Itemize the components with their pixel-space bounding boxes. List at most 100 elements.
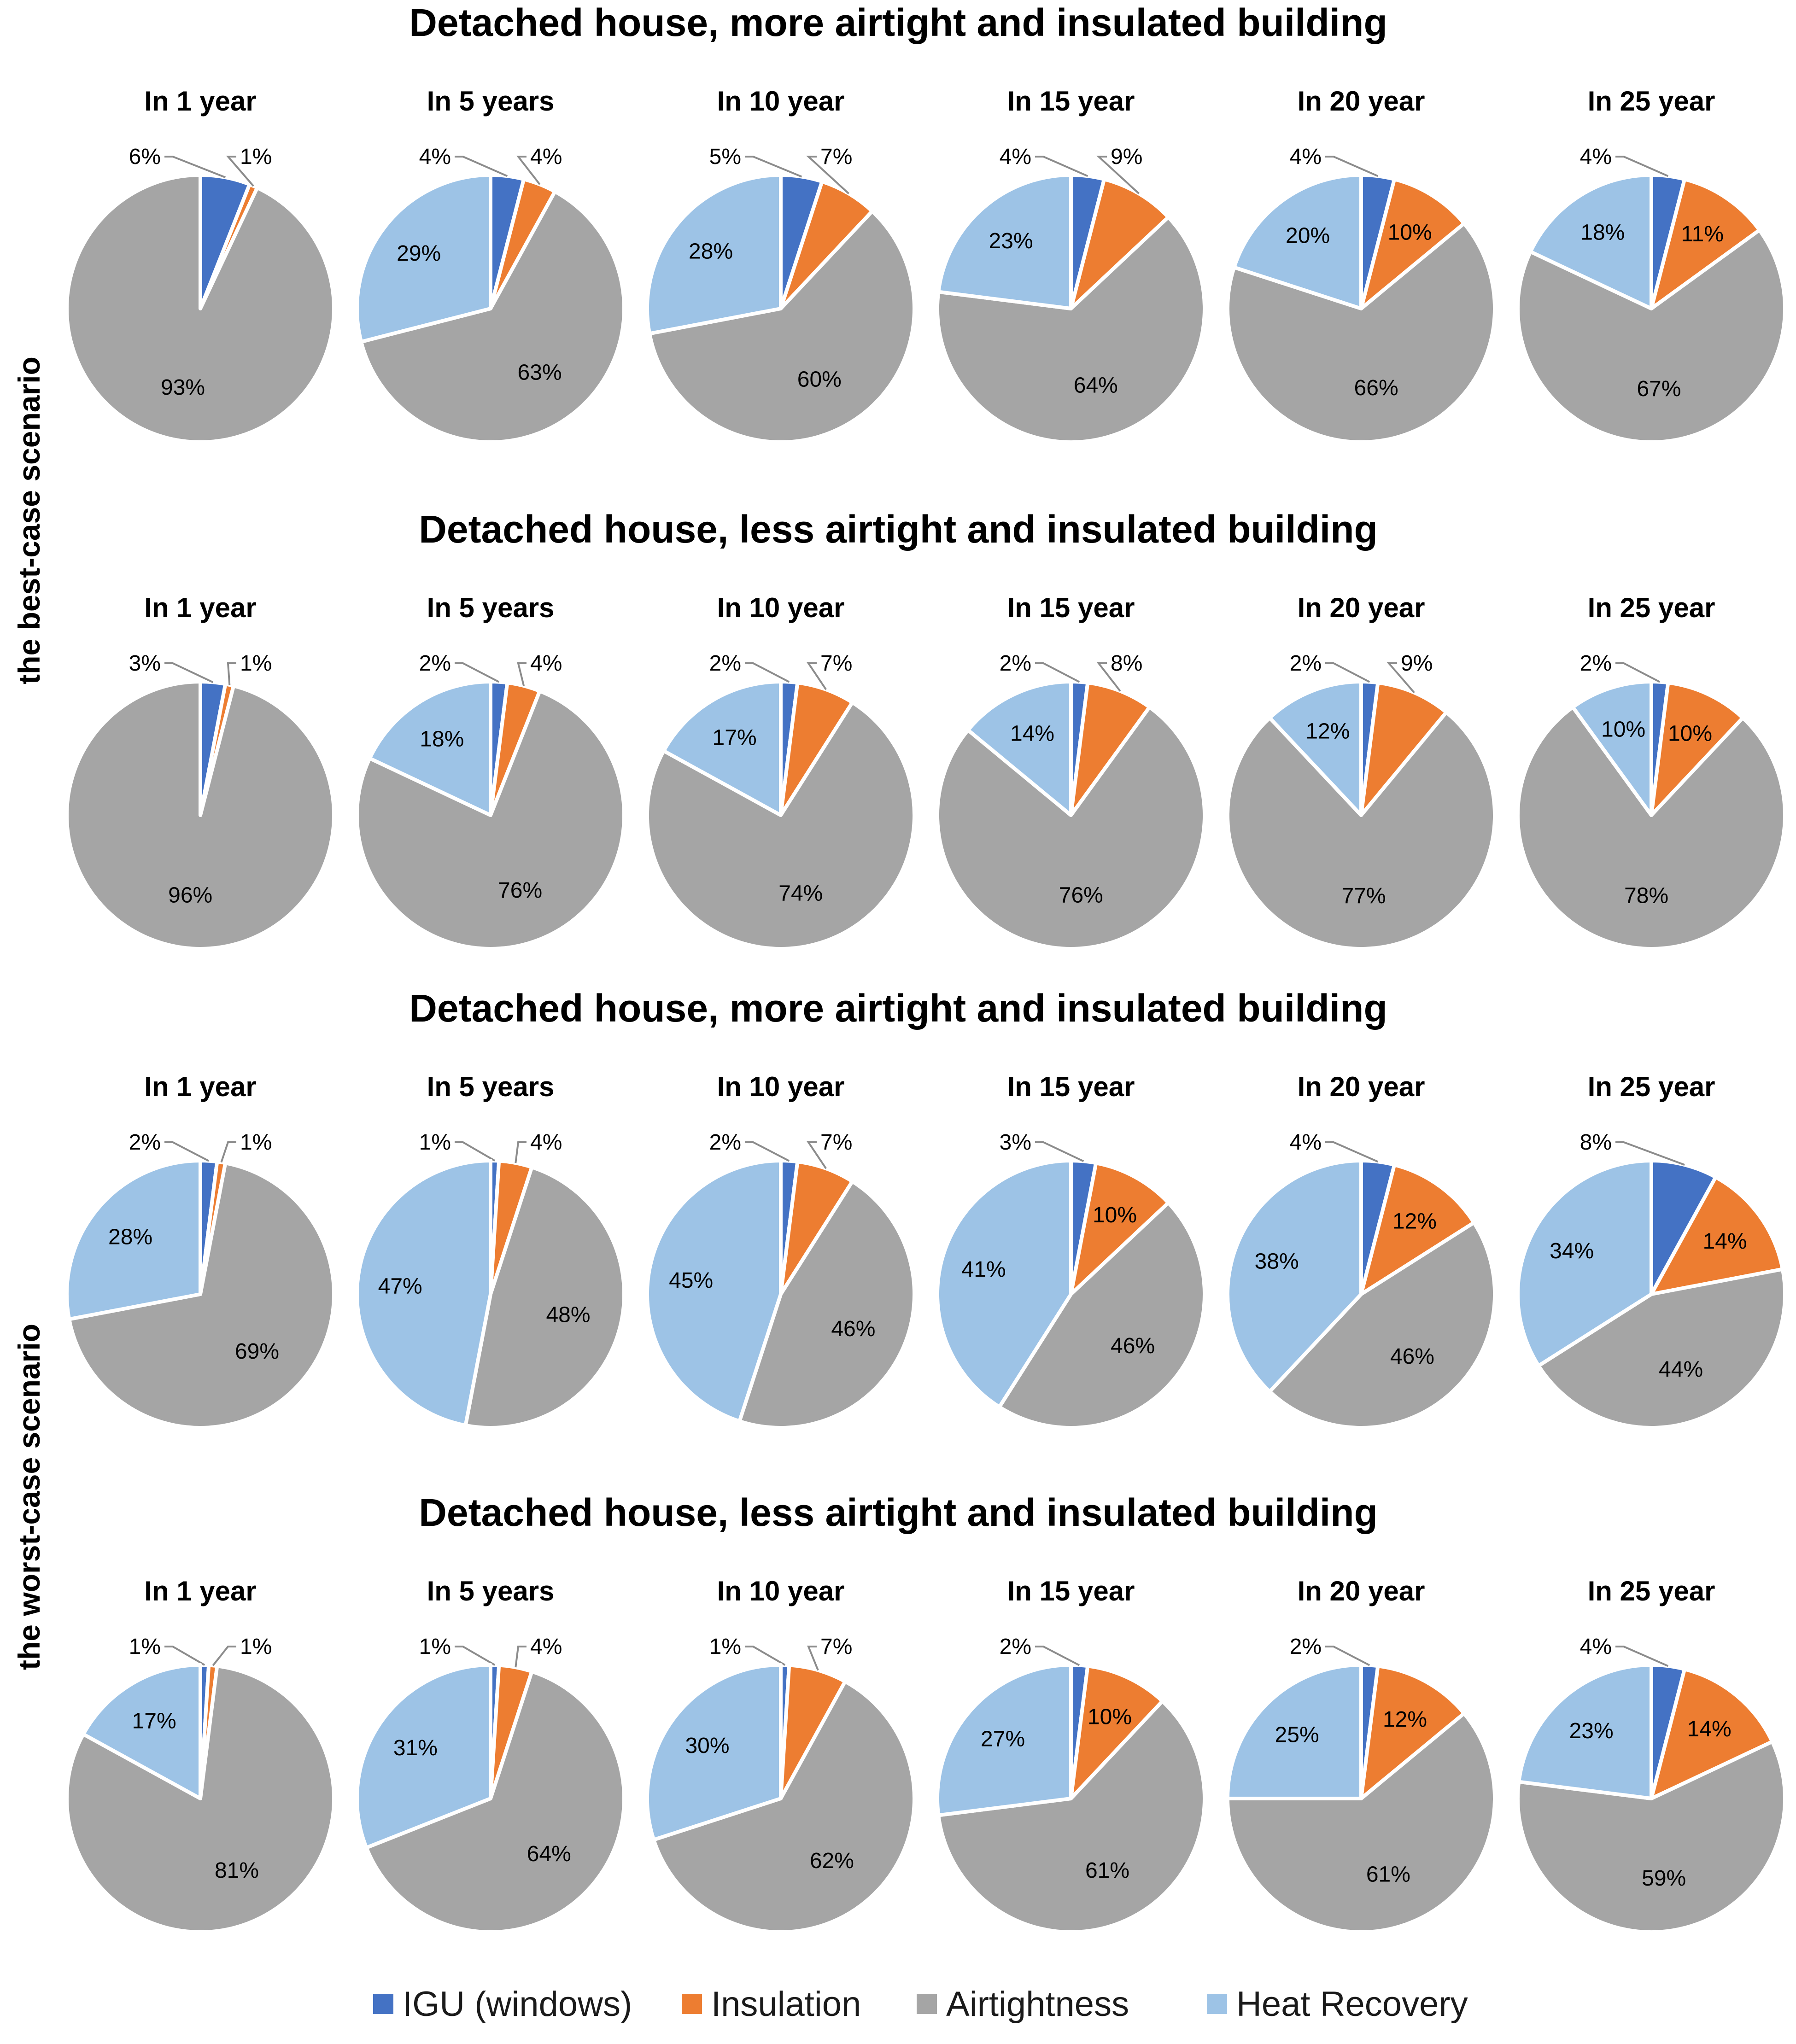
legend-label: Airtightness (946, 1985, 1129, 2024)
pie-subtitle: In 20 year (1298, 1071, 1425, 1102)
pie-subtitle: In 25 year (1588, 1071, 1715, 1102)
pie-slice-insulation (1650, 1667, 1774, 1800)
pie-slice-airtightness (936, 215, 1206, 444)
pie-subtitle: In 1 year (144, 1071, 257, 1102)
slice-value-label: 48% (546, 1302, 590, 1327)
leader-line (226, 156, 254, 187)
pie-slice-heat-recovery (661, 680, 783, 817)
slice-value-label: 96% (168, 883, 212, 908)
slice-value-label: 7% (820, 651, 852, 676)
slice-value-label: 38% (1255, 1249, 1299, 1273)
slice-value-label: 18% (1580, 221, 1625, 245)
slice-value-label: 20% (1286, 224, 1330, 248)
legend: IGU (windows) Insulation Airtightness Heat … (373, 1985, 1468, 2024)
slice-value-label: 23% (989, 229, 1033, 253)
pie-3: In 10 year 5% 7% 60% 28% (645, 86, 916, 444)
slice-value-label: 64% (1074, 374, 1118, 398)
leader-line (1035, 1646, 1080, 1666)
pie-slice-airtightness (737, 1180, 917, 1430)
leader-line (515, 1646, 527, 1668)
slice-value-label: 46% (831, 1317, 875, 1341)
pie-1: In 1 year 6% 1% 93% (65, 86, 336, 444)
leader-line (164, 156, 226, 178)
slice-value-label: 17% (713, 725, 757, 750)
leader-line (164, 1646, 205, 1666)
leader-line (517, 662, 527, 686)
leader-line (1615, 156, 1669, 177)
pie-subtitle: In 15 year (1007, 1071, 1135, 1102)
pie-slice-heat-recovery (65, 1159, 202, 1321)
leader-line (807, 1141, 827, 1169)
pie-slice-heat-recovery (355, 1159, 492, 1427)
slice-value-label: 69% (235, 1339, 279, 1364)
pie-subtitle: In 10 year (717, 592, 845, 623)
pie-slice-igu-windows (1650, 1159, 1718, 1296)
slice-value-label: 29% (397, 241, 441, 266)
slice-value-label: 14% (1702, 1229, 1747, 1254)
pie-subtitle: In 5 years (427, 1071, 555, 1102)
pie-slice-airtightness (936, 705, 1206, 951)
pie-3: In 10 year 2% 7% 46% 45% (645, 1071, 917, 1430)
side-label-worst-case: the worst-case scenario (12, 1324, 46, 1670)
slice-value-label: 4% (530, 651, 562, 676)
pie-slice-heat-recovery (936, 173, 1073, 310)
slice-value-label: 6% (129, 145, 161, 169)
legend-swatch (373, 1994, 393, 2014)
slice-value-label: 46% (1111, 1334, 1155, 1358)
slice-value-label: 34% (1550, 1239, 1594, 1263)
pie-slice-airtightness (364, 1670, 626, 1934)
pie-slice-airtightness (65, 173, 336, 444)
pie-slice-heat-recovery (1517, 1663, 1653, 1800)
slice-value-label: 2% (709, 1130, 741, 1155)
slice-value-label: 2% (1290, 651, 1322, 676)
slice-value-label: 14% (1010, 722, 1054, 746)
pie-slice-heat-recovery (966, 680, 1073, 817)
pie-slice-heat-recovery (645, 173, 783, 336)
slice-value-label: 45% (669, 1268, 713, 1293)
pie-slice-heat-recovery (368, 680, 492, 817)
leader-line (455, 1646, 496, 1666)
pie-4: In 15 year 2% 10% 61% 27% (936, 1576, 1206, 1934)
pie-4: In 15 year 3% 10% 46% 41% (936, 1071, 1206, 1430)
leader-line (515, 1141, 527, 1163)
pie-slice-airtightness (1268, 1221, 1497, 1430)
slice-value-label: 2% (129, 1130, 161, 1155)
pie-subtitle: In 15 year (1007, 1576, 1135, 1606)
pie-subtitle: In 20 year (1298, 1576, 1425, 1606)
leader-line (807, 662, 827, 690)
pie-slice-airtightness (1516, 705, 1787, 951)
slice-value-label: 4% (1580, 1635, 1612, 1659)
slice-value-label: 81% (215, 1858, 259, 1883)
leader-line (745, 662, 790, 683)
slice-value-label: 7% (820, 145, 852, 169)
slice-value-label: 63% (518, 361, 562, 385)
slice-value-label: 8% (1111, 651, 1142, 676)
pie-subtitle: In 1 year (144, 592, 257, 623)
slice-value-label: 30% (685, 1734, 729, 1758)
slice-value-label: 78% (1624, 884, 1668, 908)
pie-slice-insulation (1359, 177, 1466, 310)
pie-slice-insulation (1069, 1161, 1170, 1296)
pie-3: In 10 year 2% 7% 74% 17% (645, 592, 916, 951)
slice-value-label: 1% (240, 145, 272, 169)
pie-4: In 15 year 4% 9% 64% 23% (936, 86, 1206, 444)
leader-line (1386, 662, 1415, 694)
pie-subtitle: In 10 year (717, 1576, 845, 1606)
legend-swatch (682, 1994, 702, 2014)
pie-1: In 1 year 2% 1% 69% 28% (65, 1071, 336, 1430)
leader-line (1325, 1141, 1379, 1163)
leader-line (1325, 1646, 1370, 1666)
leader-line (212, 1646, 236, 1666)
pie-slice-heat-recovery (1226, 1159, 1363, 1394)
pie-slice-heat-recovery (1226, 1663, 1363, 1800)
leader-line (806, 156, 849, 194)
slice-value-label: 74% (778, 882, 823, 906)
leader-line (164, 662, 214, 683)
pie-slice-insulation (1650, 177, 1761, 310)
pie-5: In 20 year 2% 12% 61% 25% (1226, 1576, 1497, 1934)
slice-value-label: 28% (108, 1225, 152, 1249)
pie-slice-heat-recovery (936, 1663, 1073, 1817)
slice-value-label: 23% (1569, 1719, 1614, 1743)
slice-value-label: 12% (1392, 1209, 1437, 1234)
